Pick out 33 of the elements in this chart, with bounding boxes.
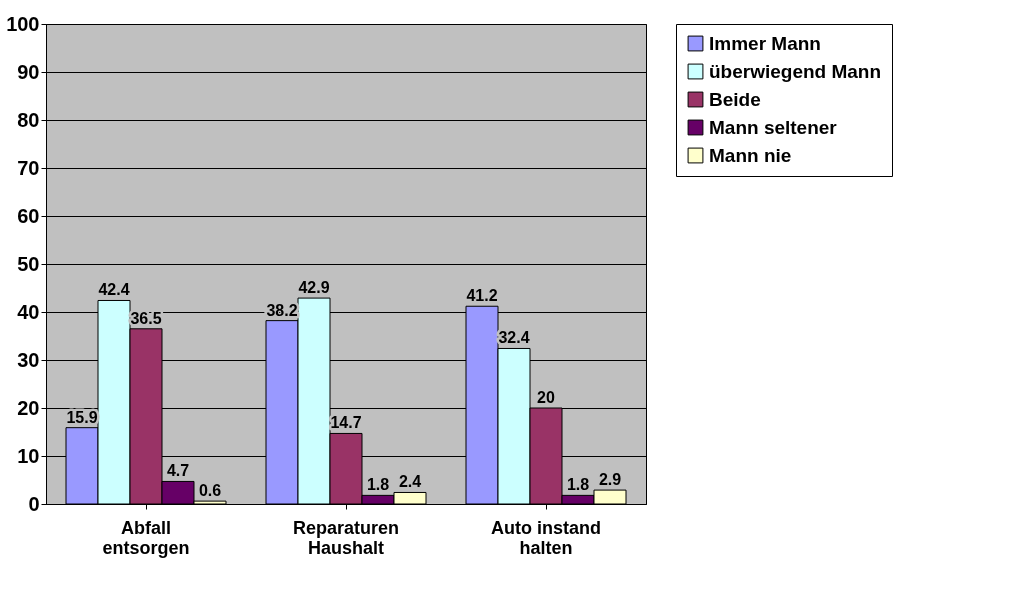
y-tick-label: 100 — [6, 12, 40, 35]
data-label: 0.6 — [198, 482, 222, 500]
y-tick-label: 30 — [17, 348, 40, 371]
y-tick-label: 80 — [17, 108, 40, 131]
x-tick-label: Reparaturen Haushalt — [292, 517, 400, 558]
data-label: 42.9 — [298, 279, 330, 297]
legend-label: Immer Mann — [709, 32, 821, 54]
data-label: 1.8 — [366, 476, 390, 494]
legend-label: Beide — [709, 88, 761, 110]
y-tick-label: 70 — [17, 156, 40, 179]
y-tick-label: 20 — [17, 396, 40, 419]
data-label: 36.5 — [130, 309, 162, 327]
x-tick-label: Auto instand halten — [491, 517, 601, 558]
data-label: 2.4 — [398, 473, 422, 491]
data-label: 42.4 — [98, 281, 130, 299]
legend-label: Mann seltener — [709, 116, 838, 138]
data-label: 1.8 — [566, 476, 590, 494]
y-tick-label: 50 — [17, 252, 40, 275]
data-label: 2.9 — [598, 471, 622, 489]
y-tick-label: 90 — [17, 60, 40, 83]
y-tick-label: 0 — [28, 492, 40, 515]
data-label: 32.4 — [498, 329, 530, 347]
legend-label: überwiegend Mann — [709, 60, 882, 82]
data-label: 15.9 — [66, 408, 98, 426]
x-tick-label: Abfall entsorgen — [102, 517, 190, 558]
data-label: 4.7 — [166, 462, 190, 480]
data-label: 41.2 — [466, 287, 498, 305]
y-tick-label: 40 — [17, 300, 40, 323]
data-label: 14.7 — [330, 414, 362, 432]
data-label: 20 — [537, 389, 555, 406]
y-tick-label: 10 — [17, 444, 40, 467]
y-tick-label: 60 — [17, 204, 40, 227]
legend-label: Mann nie — [709, 144, 792, 166]
